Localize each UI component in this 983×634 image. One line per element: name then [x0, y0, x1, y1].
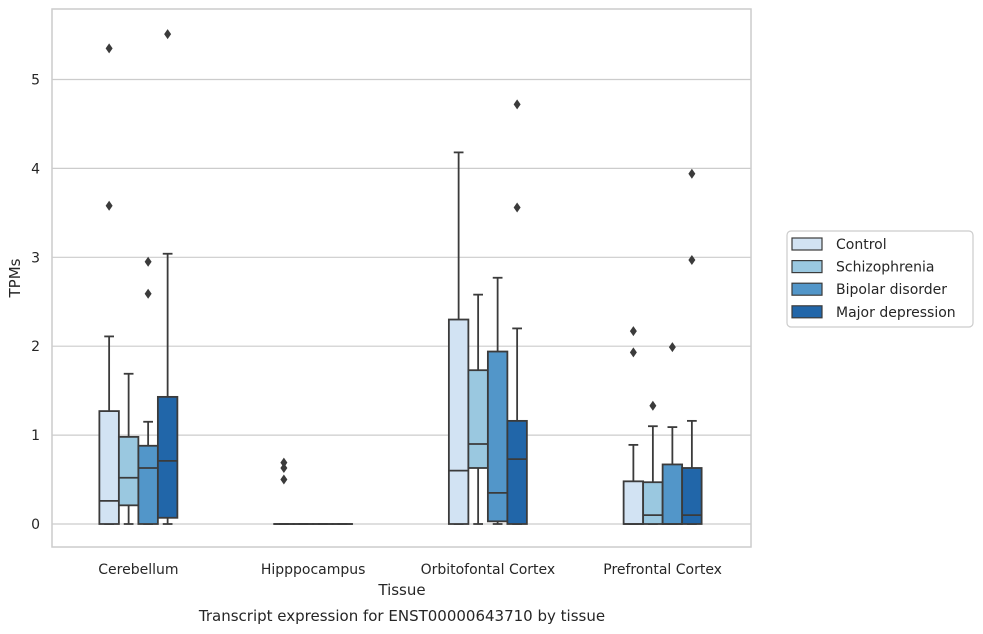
outlier-point	[629, 347, 637, 358]
box-schizophrenia	[117, 372, 140, 525]
outlier-point	[629, 326, 637, 337]
outlier-point	[513, 99, 521, 110]
legend-frame	[786, 230, 974, 328]
legend-label: Control	[836, 237, 887, 253]
x-tick-label: Orbitofontal Cortex	[421, 562, 556, 578]
legend-swatch	[791, 282, 823, 296]
box-iqr	[98, 410, 120, 525]
box-schizophrenia	[642, 400, 664, 525]
box-iqr	[137, 444, 159, 525]
legend-item: Control	[791, 237, 887, 253]
outlier-point	[688, 168, 696, 179]
x-tick-label: Cerebellum	[98, 562, 178, 578]
box-iqr	[506, 419, 528, 525]
legend: Control Schizophrenia Bipolar disorder Majo…	[786, 230, 974, 328]
x-axis: Cerebellum Hipppocampus Orbitofontal Corte…	[98, 562, 722, 578]
y-axis: 0 1 2 3 4 5	[31, 73, 40, 534]
y-tick-label: 2	[31, 339, 40, 355]
x-tick-label: Hipppocampus	[261, 562, 366, 578]
box-iqr	[681, 467, 703, 525]
box-control	[98, 43, 120, 525]
legend-swatch	[791, 305, 823, 319]
box-bipolar-disorder	[486, 276, 509, 525]
legend-item: Major depression	[791, 305, 956, 321]
box-iqr	[467, 369, 489, 469]
outlier-point	[668, 342, 676, 353]
box-iqr	[642, 481, 664, 525]
legend-item: Schizophrenia	[791, 260, 934, 276]
box-bipolar-disorder	[661, 342, 684, 525]
legend-label: Schizophrenia	[836, 260, 934, 276]
box-control	[622, 326, 645, 525]
chart-caption: Transcript expression for ENST0000064371…	[198, 607, 605, 625]
outlier-point	[513, 202, 521, 213]
outlier-point	[164, 29, 172, 40]
box-major-depression	[506, 99, 528, 525]
outlier-point	[280, 462, 288, 473]
outlier-point	[280, 457, 288, 468]
box-series	[98, 29, 703, 525]
box-schizophrenia	[467, 293, 489, 525]
box-iqr	[661, 463, 684, 525]
y-axis-label: TPMs	[6, 258, 24, 298]
y-tick-label: 3	[31, 250, 40, 266]
box-iqr	[622, 480, 645, 525]
y-tick-label: 4	[31, 161, 40, 177]
x-axis-label: Tissue	[377, 581, 425, 599]
box-control	[447, 151, 470, 525]
outlier-point	[649, 400, 657, 411]
outlier-point	[688, 254, 696, 265]
box-iqr	[117, 435, 140, 507]
y-tick-label: 5	[31, 73, 40, 89]
legend-label: Bipolar disorder	[836, 282, 947, 298]
box-iqr	[447, 318, 470, 525]
x-tick-label: Prefrontal Cortex	[603, 562, 722, 578]
box-bipolar-disorder	[137, 256, 159, 525]
box-iqr	[486, 350, 509, 523]
box-iqr	[156, 395, 179, 519]
y-tick-label: 0	[31, 517, 40, 533]
legend-item: Bipolar disorder	[791, 282, 947, 298]
outlier-point	[144, 288, 152, 299]
plot-frame	[51, 8, 752, 548]
outlier-point	[280, 474, 288, 485]
box-major-depression	[156, 29, 179, 525]
outlier-point	[105, 43, 113, 54]
outlier-point	[144, 256, 152, 267]
outlier-point	[105, 200, 113, 211]
legend-swatch	[791, 260, 823, 274]
legend-label: Major depression	[836, 305, 956, 321]
box-major-depression	[681, 168, 703, 525]
legend-swatch	[791, 237, 823, 251]
y-tick-label: 1	[31, 428, 40, 444]
box-control	[273, 457, 295, 525]
